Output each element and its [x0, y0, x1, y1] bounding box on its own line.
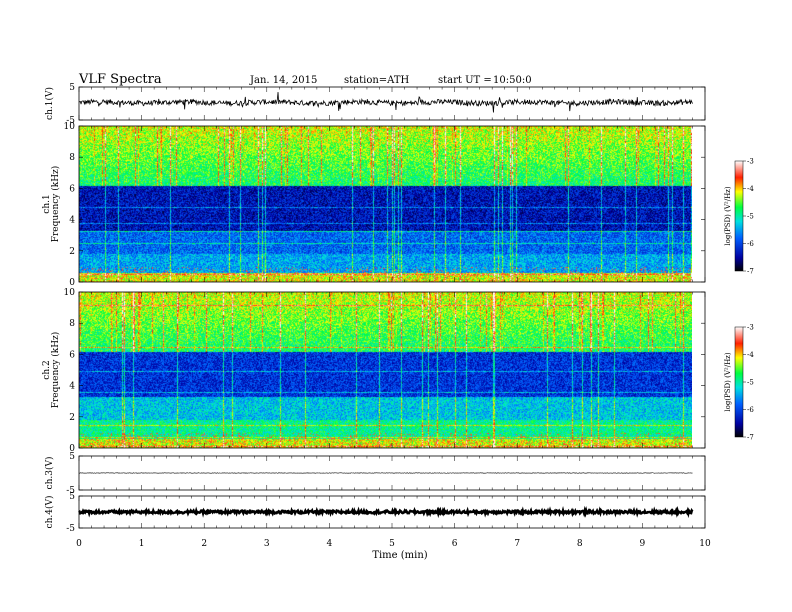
ch1-spectrogram-ytick-label: 0	[69, 278, 75, 288]
ch1-waveform-panel: ch.1(V) 5 -5	[44, 83, 706, 126]
ch2-spectrogram-ytick-label: 4	[69, 382, 75, 392]
ch2-spectrogram-channel-label: ch.2	[42, 360, 52, 379]
x-tick-label: 2	[201, 539, 207, 549]
figure-title: VLF Spectra	[78, 72, 162, 87]
ch3-waveform-panel: ch.3(V) 5 -5	[44, 452, 706, 496]
ch2-spectrogram-image	[79, 292, 692, 448]
x-tick-label: 5	[389, 539, 395, 549]
ch1-waveform-trace	[78, 92, 693, 113]
x-tick-label: 9	[640, 539, 646, 549]
ch2-spectrogram-colorbar-tick-label: -5	[747, 379, 754, 387]
ch2-spectrogram-ytick-label: 10	[64, 288, 76, 298]
ch1-spectrogram-ytick-label: 6	[69, 184, 75, 194]
ch4-waveform-ytick-label: 5	[69, 492, 75, 502]
ch1-spectrogram-colorbar	[734, 160, 744, 272]
x-tick-label: 1	[139, 539, 145, 549]
ch2-spectrogram-colorbar-tick-label: -4	[747, 351, 754, 359]
ch4-waveform-ylabel: ch.4(V)	[44, 496, 55, 529]
ch4-waveform-panel: ch.4(V) 5 -5	[44, 492, 706, 534]
ch2-spectrogram-colorbar-label: log(PSD) (V²/Hz)	[724, 352, 732, 411]
x-tick-label: 0	[76, 539, 82, 549]
x-tick-label: 3	[264, 539, 270, 549]
ch4-waveform-trace	[78, 505, 694, 519]
ch1-spectrogram-colorbar-tick-label: -5	[747, 213, 754, 221]
ch1-spectrogram-ytick-label: 4	[69, 216, 75, 226]
ch3-waveform-ytick-label: -5	[66, 486, 75, 496]
ch3-waveform-ylabel: ch.3(V)	[44, 457, 55, 490]
ch1-waveform-ytick-label: 5	[69, 83, 75, 93]
ch1-waveform-ytick-label: -5	[66, 116, 75, 126]
start-ut-label: start UT =	[438, 75, 492, 86]
ch2-spectrogram-ytick-label: 2	[69, 413, 75, 423]
ch1-spectrogram-panel: -3 -4 -5 -6 -7 log(PSD) (V²/Hz) ch.1 Frequency …	[42, 122, 754, 288]
start-ut-value: 10:50:0	[493, 75, 532, 86]
ch1-spectrogram-frequency-label: Frequency (kHz)	[50, 166, 61, 243]
x-tick-label: 6	[452, 539, 458, 549]
ch1-spectrogram-ytick-label: 10	[64, 122, 76, 132]
ch2-spectrogram-colorbar-tick-label: -7	[747, 434, 754, 442]
ch2-spectrogram-panel: -3 -4 -5 -6 -7 log(PSD) (V²/Hz) ch.2 Frequency …	[42, 288, 754, 454]
ch1-spectrogram-channel-label: ch.1	[42, 194, 52, 213]
ch4-waveform-ytick-label: -5	[66, 524, 75, 534]
date-label: Jan. 14, 2015	[249, 75, 317, 86]
ch2-spectrogram-colorbar-tick-label: -3	[747, 324, 754, 332]
ch1-spectrogram-colorbar-tick-label: -6	[747, 240, 754, 248]
ch2-spectrogram-ytick-label: 0	[69, 444, 75, 454]
x-tick-label: 8	[577, 539, 583, 549]
ch1-waveform-ylabel: ch.1(V)	[44, 87, 55, 120]
x-tick-label: 10	[699, 539, 711, 549]
ch1-spectrogram-ytick-label: 8	[69, 153, 75, 163]
ch1-spectrogram-blank	[692, 126, 705, 282]
ch1-spectrogram-colorbar-label: log(PSD) (V²/Hz)	[724, 186, 732, 245]
ch2-spectrogram-frequency-label: Frequency (kHz)	[50, 332, 61, 409]
ch2-spectrogram-ytick-label: 6	[69, 350, 75, 360]
ch2-spectrogram-colorbar	[734, 326, 744, 438]
station-label: station=ATH	[344, 75, 410, 86]
ch3-waveform-trace	[78, 472, 693, 474]
ch3-waveform-ytick-label: 5	[69, 452, 75, 462]
ch1-spectrogram-colorbar-tick-label: -7	[747, 268, 754, 276]
ch1-spectrogram-colorbar-tick-label: -4	[747, 185, 754, 193]
x-tick-label: 4	[327, 539, 333, 549]
ch2-spectrogram-blank	[692, 292, 705, 448]
ch1-spectrogram-image	[79, 126, 692, 282]
x-tick-label: 7	[514, 539, 520, 549]
ch2-spectrogram-colorbar-tick-label: -6	[747, 406, 754, 414]
time-axis: 0 1 2 3 4 5 6 7 8 9 10	[76, 539, 711, 549]
ch1-spectrogram-ytick-label: 2	[69, 247, 75, 257]
x-axis-label: Time (min)	[372, 550, 427, 561]
ch2-spectrogram-ytick-label: 8	[69, 319, 75, 329]
ch1-spectrogram-colorbar-tick-label: -3	[747, 158, 754, 166]
